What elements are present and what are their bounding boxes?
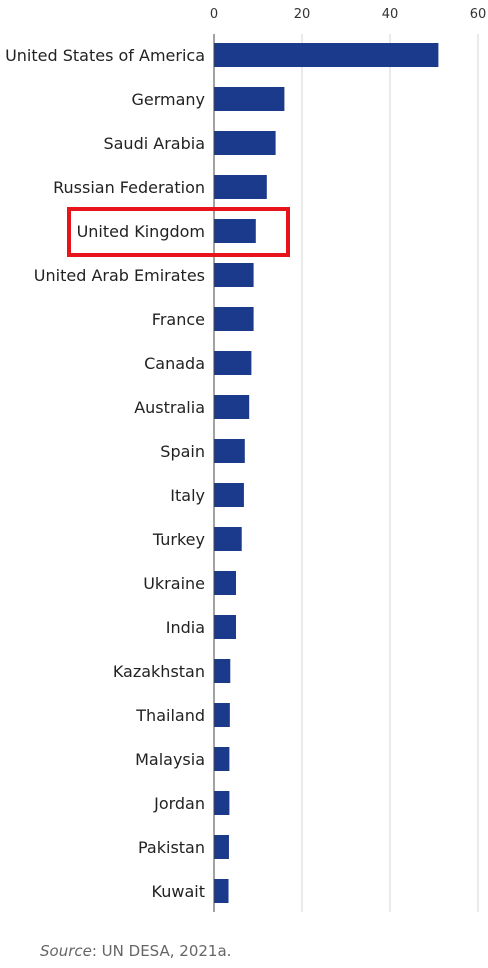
category-label-malaysia: Malaysia	[135, 750, 205, 769]
category-label-pakistan: Pakistan	[138, 838, 205, 857]
x-tick-label-60: 60	[470, 7, 487, 22]
category-label-india: India	[166, 618, 205, 637]
x-tick-label-0: 0	[210, 7, 218, 22]
bar-pakistan	[214, 835, 229, 859]
bar-jordan	[214, 791, 230, 815]
bar-kuwait	[214, 879, 229, 903]
category-label-spain: Spain	[160, 442, 205, 461]
category-label-russian-federation: Russian Federation	[53, 178, 205, 197]
x-tick-label-40: 40	[382, 7, 399, 22]
bar-spain	[214, 439, 245, 463]
category-label-saudi-arabia: Saudi Arabia	[103, 134, 205, 153]
source-prefix: Source	[40, 942, 92, 960]
category-label-turkey: Turkey	[152, 530, 205, 549]
category-label-united-states-of-america: United States of America	[5, 46, 205, 65]
bar-thailand	[214, 703, 230, 727]
bars	[214, 43, 439, 903]
bar-italy	[214, 483, 244, 507]
bar-france	[214, 307, 254, 331]
x-axis-ticks: 0 20 40 60	[210, 7, 486, 22]
category-label-italy: Italy	[170, 486, 205, 505]
bar-united-arab-emirates	[214, 263, 254, 287]
bar-russian-federation	[214, 175, 267, 199]
bar-malaysia	[214, 747, 230, 771]
bar-saudi-arabia	[214, 131, 276, 155]
bar-australia	[214, 395, 250, 419]
bar-chart: 0 20 40 60 United States of America Germany S…	[5, 7, 486, 912]
bar-united-kingdom	[214, 219, 256, 243]
highlight-box	[67, 207, 290, 257]
category-label-jordan: Jordan	[153, 794, 205, 813]
source-text: : UN DESA, 2021a.	[91, 942, 232, 960]
category-label-kazakhstan: Kazakhstan	[113, 662, 205, 681]
category-label-germany: Germany	[131, 90, 205, 109]
category-label-france: France	[152, 310, 205, 329]
category-label-thailand: Thailand	[135, 706, 205, 725]
source-note: Source: UN DESA, 2021a.	[40, 942, 231, 960]
bar-germany	[214, 87, 285, 111]
category-labels: United States of America Germany Saudi Ara…	[5, 46, 205, 901]
bar-kazakhstan	[214, 659, 231, 683]
category-label-united-kingdom: United Kingdom	[77, 222, 205, 241]
bar-ukraine	[214, 571, 236, 595]
bar-turkey	[214, 527, 242, 551]
category-label-united-arab-emirates: United Arab Emirates	[34, 266, 205, 285]
bar-united-states-of-america	[214, 43, 439, 67]
x-tick-label-20: 20	[294, 7, 311, 22]
category-label-canada: Canada	[144, 354, 205, 373]
gridlines	[301, 34, 479, 912]
category-label-ukraine: Ukraine	[143, 574, 205, 593]
category-label-kuwait: Kuwait	[152, 882, 205, 901]
category-label-australia: Australia	[134, 398, 205, 417]
bar-canada	[214, 351, 252, 375]
bar-india	[214, 615, 236, 639]
